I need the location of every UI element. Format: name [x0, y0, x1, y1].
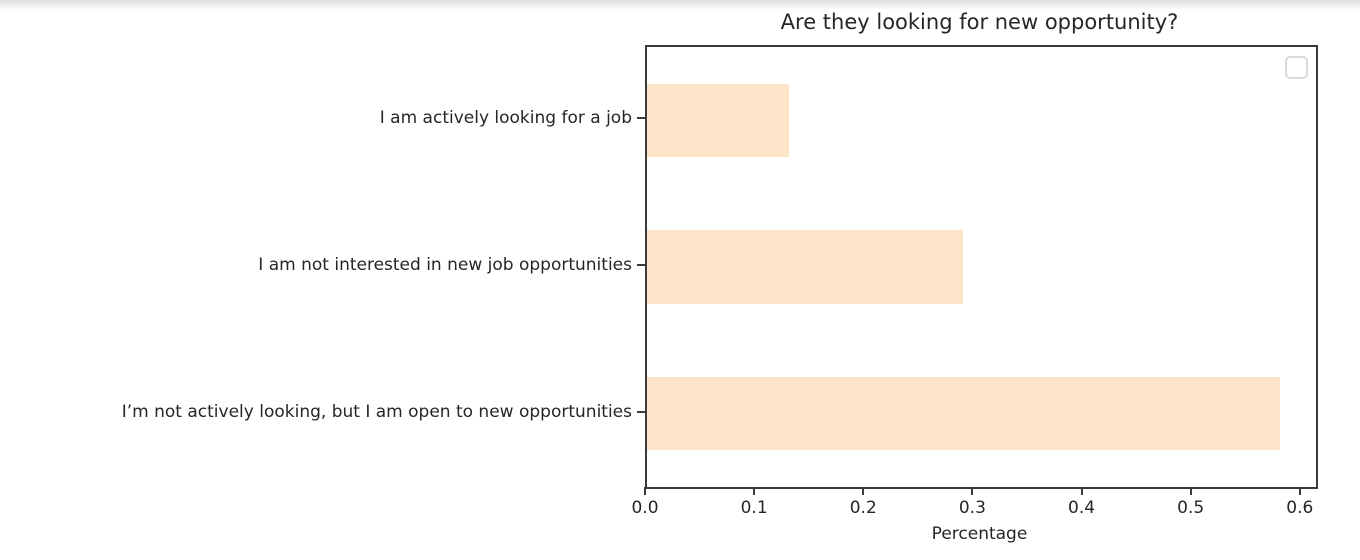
x-tick-label-4: 0.4 [1068, 498, 1096, 518]
x-tick-mark-2 [862, 487, 865, 495]
bar-1 [647, 230, 964, 304]
bars-layer [647, 47, 1316, 487]
category-label-0: I am actively looking for a job [379, 108, 632, 129]
x-tick-label-6: 0.6 [1286, 498, 1314, 518]
x-tick-label-2: 0.2 [849, 498, 877, 518]
x-tick-mark-6 [1298, 487, 1301, 495]
x-tick-label-0: 0.0 [631, 498, 659, 518]
x-tick-mark-5 [1189, 487, 1192, 495]
x-tick-label-1: 0.1 [740, 498, 768, 518]
x-tick-label-3: 0.3 [958, 498, 986, 518]
legend-box [1285, 56, 1308, 79]
category-label-1: I am not interested in new job opportuni… [258, 255, 632, 275]
y-tick-mark-2 [637, 410, 645, 413]
x-tick-label-5: 0.5 [1177, 498, 1205, 518]
y-tick-mark-0 [637, 117, 645, 120]
x-tick-mark-1 [753, 487, 756, 495]
bar-2 [647, 377, 1280, 451]
chart-title: Are they looking for new opportunity? [780, 10, 1179, 34]
x-tick-mark-3 [971, 487, 974, 495]
bar-0 [647, 83, 789, 157]
category-label-2: I’m not actively looking, but I am open … [121, 401, 632, 422]
x-tick-mark-4 [1080, 487, 1083, 495]
x-axis-label: Percentage [931, 524, 1028, 544]
y-tick-mark-1 [637, 264, 645, 266]
x-tick-mark-0 [644, 487, 646, 495]
